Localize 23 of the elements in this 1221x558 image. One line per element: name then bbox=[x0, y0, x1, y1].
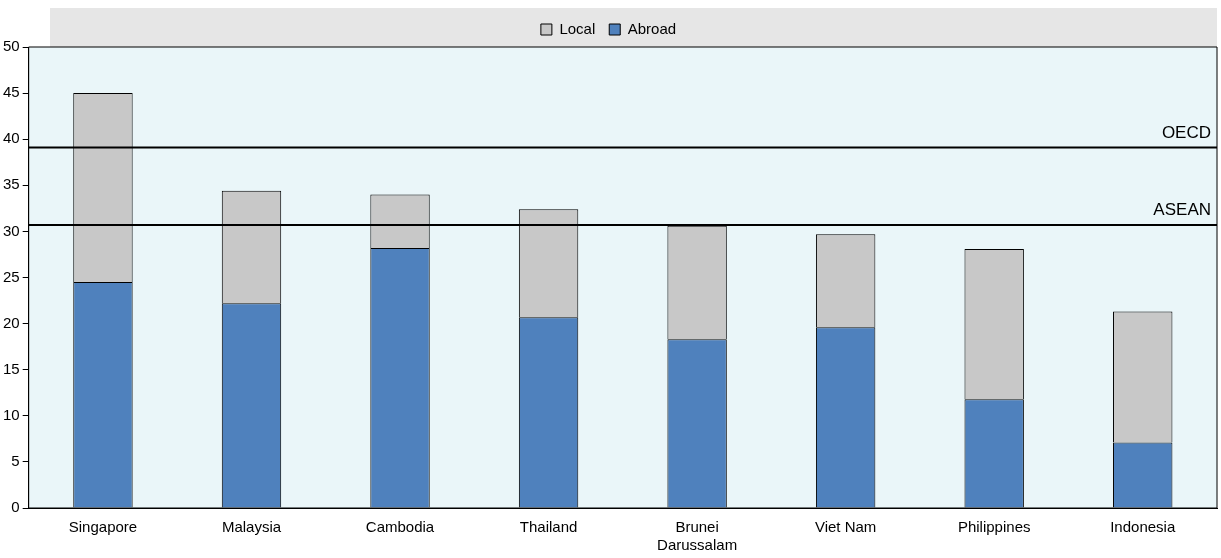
y-tick-label: 40 bbox=[3, 129, 20, 147]
x-tick-label: Viet Nam bbox=[814, 518, 877, 536]
y-tick-label: 30 bbox=[3, 221, 20, 239]
x-tick-label: Thailand bbox=[519, 518, 578, 536]
y-tick-label: 45 bbox=[3, 83, 20, 101]
x-tick-label: Malaysia bbox=[221, 518, 282, 536]
y-tick-label: 35 bbox=[3, 175, 20, 193]
x-tick-label: Singapore bbox=[68, 518, 138, 536]
x-tick-label: Indonesia bbox=[1110, 518, 1176, 536]
y-tick-label: 50 bbox=[3, 37, 20, 55]
y-tick-label: 25 bbox=[3, 267, 20, 285]
y-tick-label: 20 bbox=[3, 313, 20, 331]
y-tick-label: 10 bbox=[3, 405, 20, 423]
x-tick-label: Cambodia bbox=[365, 518, 435, 536]
legend-label: Abroad bbox=[627, 19, 677, 37]
y-tick-label: 0 bbox=[11, 498, 20, 516]
ref-line-label: OECD bbox=[1161, 122, 1211, 142]
ref-line-label: ASEAN bbox=[1153, 200, 1211, 220]
y-tick-label: 15 bbox=[3, 359, 20, 377]
x-tick-label: Philippines bbox=[957, 518, 1031, 536]
x-tick-label: Brunei Darussalam bbox=[657, 518, 738, 554]
y-tick-label: 5 bbox=[11, 452, 20, 470]
legend-label: Local bbox=[559, 19, 596, 37]
